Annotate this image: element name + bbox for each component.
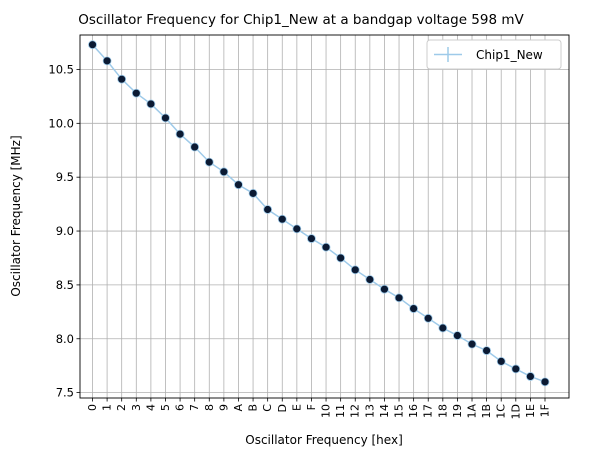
data-point [336, 253, 346, 263]
x-tick-label: 16 [407, 404, 420, 418]
y-tick-label: 10.5 [48, 62, 74, 76]
x-tick-label: 1E [524, 404, 537, 418]
plot-frame [79, 34, 570, 399]
x-tick-label: 1C [495, 404, 508, 419]
chart-title: Oscillator Frequency for Chip1_New at a … [78, 12, 524, 28]
legend-box [426, 39, 562, 70]
y-axis-ticks: 7.5 8.0 8.5 9.0 9.5 10.0 10.5 [48, 62, 80, 400]
grid [80, 35, 569, 398]
data-point [540, 377, 550, 387]
y-axis-label: Oscillator Frequency [MHz] [9, 135, 23, 296]
data-point [146, 99, 156, 109]
x-tick-label: 1 [101, 404, 114, 411]
x-tick-label: 11 [334, 404, 347, 418]
x-tick-label: 7 [188, 404, 201, 411]
data-point [292, 224, 302, 234]
x-tick-label: 10 [320, 404, 333, 418]
data-point [175, 129, 185, 139]
y-tick-label: 8.0 [56, 332, 74, 346]
x-tick-label: 18 [436, 404, 449, 418]
x-tick-label: 1B [480, 404, 493, 419]
data-point [117, 74, 127, 84]
legend: Chip1_New [426, 39, 562, 70]
x-tick-label: A [232, 404, 245, 412]
data-point [453, 331, 462, 340]
x-tick-label: 1F [539, 404, 552, 417]
data-point [496, 356, 506, 366]
y-tick-label: 8.5 [56, 278, 74, 292]
data-point [204, 157, 214, 167]
x-tick-label: B [247, 404, 260, 412]
data-point [438, 323, 448, 333]
x-tick-label: 3 [130, 404, 143, 411]
data-point [321, 242, 331, 252]
data-point [263, 205, 273, 214]
x-tick-label: 13 [363, 404, 376, 418]
data-markers [88, 40, 550, 387]
data-point [380, 284, 389, 294]
x-tick-label: 14 [378, 404, 391, 418]
x-tick-label: C [261, 404, 274, 412]
data-point [190, 142, 200, 152]
x-tick-label: 2 [115, 404, 128, 411]
x-tick-label: 1D [509, 404, 522, 419]
data-point [365, 275, 375, 284]
data-point [482, 346, 492, 356]
data-point [102, 56, 112, 66]
data-point [409, 304, 419, 313]
x-tick-label: 19 [451, 404, 464, 418]
x-tick-label: D [276, 404, 289, 412]
y-tick-label: 9.5 [56, 170, 74, 184]
x-tick-label: 9 [217, 404, 230, 411]
x-axis-label: Oscillator Frequency [hex] [245, 433, 403, 447]
data-point [131, 88, 141, 98]
data-point [423, 313, 433, 323]
x-tick-label: 12 [349, 404, 362, 418]
plot-area [80, 35, 569, 398]
data-point [511, 364, 521, 374]
data-point [248, 188, 258, 198]
x-tick-label: 0 [86, 404, 99, 411]
data-point [219, 167, 229, 177]
x-tick-label: 1A [466, 404, 479, 419]
x-axis-ticks: 0 1 2 3 4 5 6 7 8 9 A B C D E F 10 11 12 13 14 15 16 17 18 19 1A 1B… [86, 398, 552, 419]
x-tick-label: F [305, 404, 318, 410]
legend-label: Chip1_New [476, 48, 543, 62]
y-tick-label: 7.5 [56, 386, 74, 400]
data-point [526, 372, 535, 381]
x-tick-label: 6 [174, 404, 187, 411]
data-point [161, 113, 170, 123]
x-tick-label: 5 [159, 404, 172, 411]
x-tick-label: 8 [203, 404, 216, 411]
y-tick-label: 10.0 [48, 116, 74, 130]
x-tick-label: 4 [144, 404, 157, 411]
data-point [234, 180, 243, 190]
data-point [350, 265, 360, 275]
data-point [277, 214, 287, 224]
x-tick-label: E [290, 404, 303, 411]
x-tick-label: 15 [393, 404, 406, 418]
y-tick-label: 9.0 [56, 224, 74, 238]
data-point [394, 293, 404, 303]
data-point [88, 40, 97, 50]
data-point [307, 234, 316, 243]
x-tick-label: 17 [422, 404, 435, 418]
data-point [467, 339, 477, 349]
